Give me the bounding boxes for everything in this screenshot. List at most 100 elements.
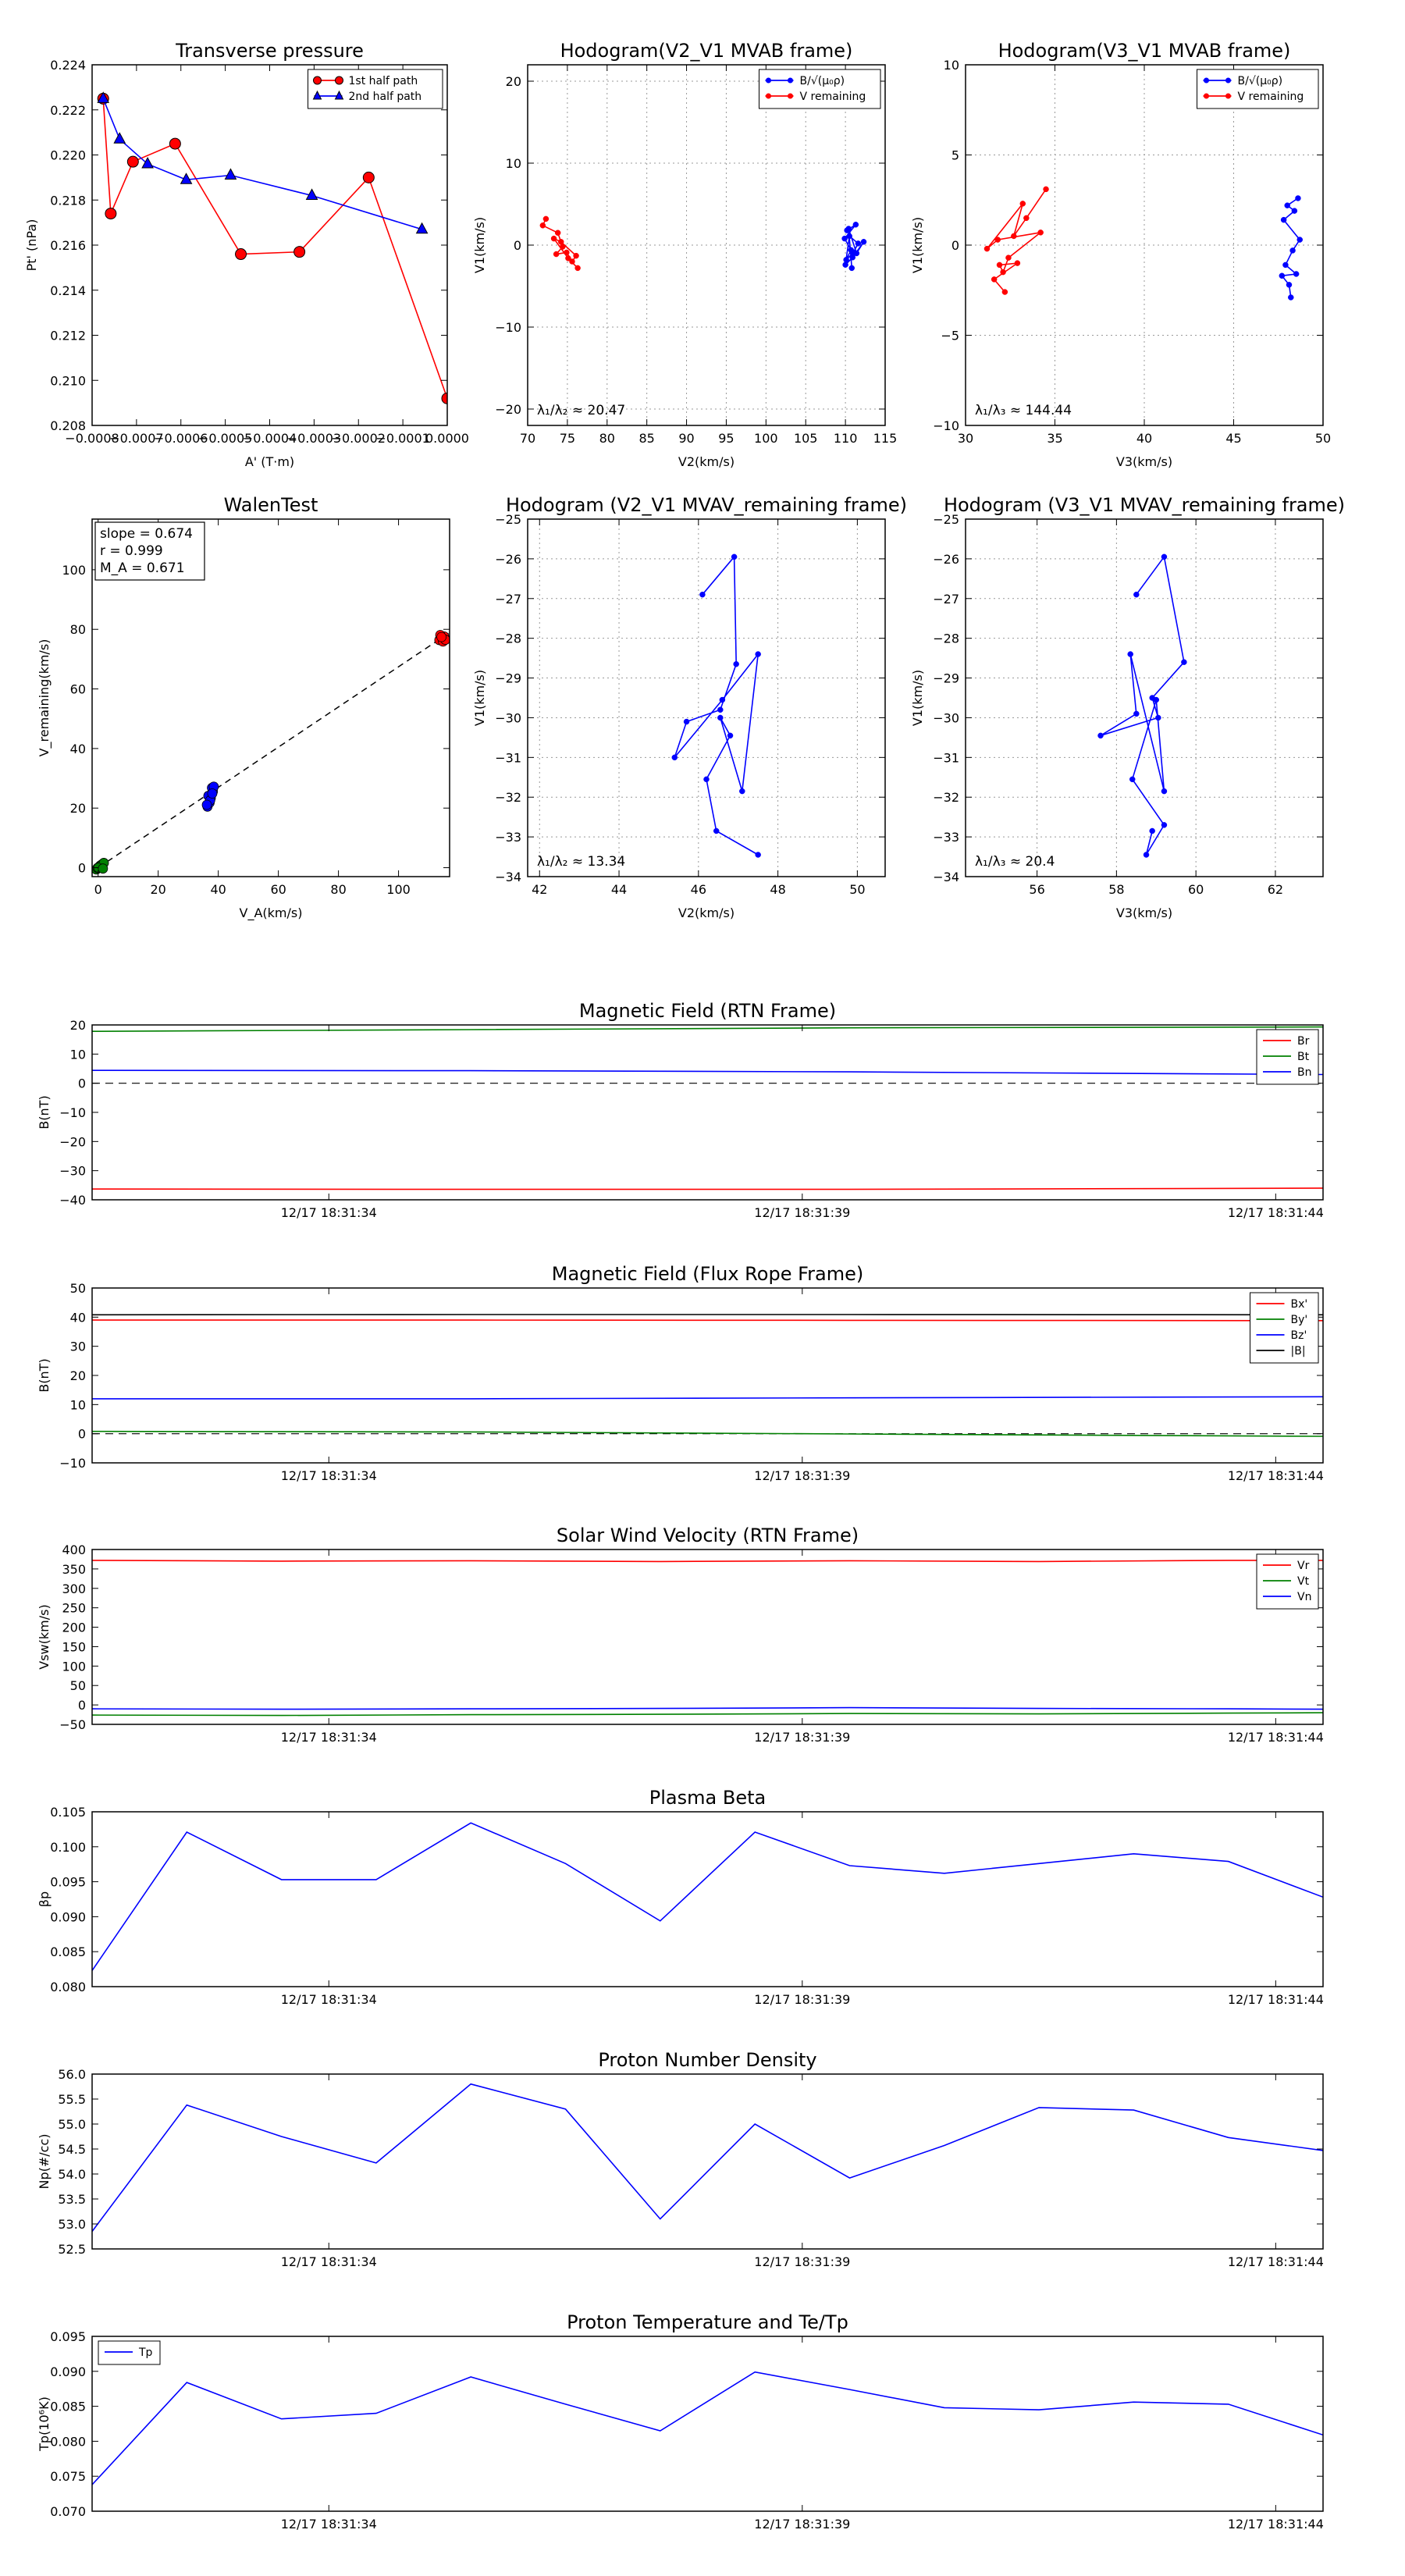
vsw-series-0-line: [92, 1560, 1323, 1563]
tp_temp-ytick-label: 0.070: [50, 2504, 86, 2519]
h21-series-1-point: [554, 229, 561, 236]
walen-xtick-label: 60: [270, 882, 286, 897]
tp-legend-label: 2nd half path: [349, 91, 422, 103]
beta-ytick-label: 0.090: [50, 1909, 86, 1924]
h31-legend-marker: [1225, 77, 1231, 84]
h21-series-0-point: [843, 257, 849, 263]
tp-ytick-label: 0.210: [50, 373, 86, 388]
vsw-ytick-label: 50: [70, 1678, 86, 1693]
beta-xtick-label: 12/17 18:31:34: [281, 1992, 377, 2007]
tp-xlabel: A' (T·m): [245, 454, 294, 469]
h21r-series-0-point: [733, 660, 739, 667]
bflux-series-0-line: [92, 1319, 1323, 1322]
h31r-series-0-point: [1149, 827, 1155, 834]
tp-data: [97, 91, 447, 404]
walen-annotation-box: [94, 521, 205, 581]
beta-ytick-label: 0.095: [50, 1875, 86, 1890]
bfield-legend-label: Bt: [1297, 1051, 1310, 1063]
tp-ytick-label: 0.212: [50, 329, 86, 343]
h31-ylabel: V1(km/s): [910, 217, 925, 273]
vsw-data: [92, 1560, 1323, 1717]
tp-ytick-label: 0.218: [50, 193, 86, 208]
bfield-chart: Magnetic Field (RTN Frame) −40 −30 −20 −10 0 1…: [37, 1000, 1324, 1220]
h21-series-0-point: [855, 240, 862, 247]
tp-xtick-label: −0.0008: [65, 431, 119, 446]
h31-legend: B/√(μ₀ρ) V remaining: [1197, 69, 1319, 109]
h21r-ytick-label: −28: [495, 632, 521, 646]
walen-annotation-line: slope = 0.674: [100, 526, 193, 542]
h31-legend-label: B/√(μ₀ρ): [1238, 75, 1283, 87]
h31-series-0-point: [1289, 247, 1296, 254]
h31-title: Hodogram(V3_V1 MVAB frame): [998, 40, 1291, 62]
h31-xlabel: V3(km/s): [1116, 454, 1172, 469]
h31-ytick-label: −5: [941, 329, 959, 343]
h31-annotation: λ₁/λ₃ ≈ 144.44: [975, 403, 1072, 418]
h31r-ylabel: V1(km/s): [910, 670, 925, 726]
bflux-chart: Magnetic Field (Flux Rope Frame) −10 0 10 20…: [37, 1263, 1324, 1483]
h31r-series-0-point: [1161, 553, 1168, 560]
h31-legend-marker: [1204, 77, 1209, 84]
tp_temp-legend-box: [98, 2340, 161, 2365]
h31-xtick-label: 35: [1047, 431, 1062, 446]
h21r-ytick-label: −33: [495, 830, 521, 845]
tp-series-0-point: [293, 246, 306, 258]
beta-axes-frame: [91, 1811, 1324, 1987]
tp-legend-marker: [312, 90, 322, 100]
h21r-chart: Hodogram (V2_V1 MVAV_remaining frame) −34…: [472, 494, 907, 920]
walen-chart: WalenTest 0 20 40 60 80 100 0 20 40 60 80 100 V_A(km/…: [37, 494, 450, 921]
tp-ytick-label: 0.224: [50, 58, 86, 73]
h31r-series-0-point: [1127, 651, 1133, 657]
walen-ytick-label: 80: [70, 622, 86, 637]
tp-xtick-label: −0.0006: [154, 431, 208, 446]
h21-series-0-point: [852, 222, 859, 228]
walen-xtick-label: 100: [386, 882, 411, 897]
h31r-series-0-line: [1100, 555, 1185, 856]
bfield-ylabel: B(nT): [37, 1095, 52, 1129]
tp-ytick-label: 0.220: [50, 148, 86, 163]
h21-series-1-point: [553, 251, 560, 258]
vsw-legend-label: Vn: [1297, 1591, 1311, 1603]
h21-xtick-label: 85: [638, 431, 654, 446]
h21-series-0-point: [853, 250, 860, 257]
h21-series-1-point: [564, 249, 570, 256]
bfield-ytick-label: −10: [59, 1105, 86, 1120]
h21r-series-0-point: [755, 651, 761, 657]
tp-series-0-point: [362, 171, 375, 183]
vsw-ylabel: Vsw(km/s): [37, 1604, 52, 1669]
h31r-xtick-label: 62: [1268, 882, 1283, 897]
h21-series-1-point: [550, 235, 557, 242]
h31-series-1-point: [1011, 233, 1017, 240]
bfield-xtick-label: 12/17 18:31:39: [754, 1205, 850, 1220]
tp-legend-box: [308, 69, 443, 109]
h31-chart: Hodogram(V3_V1 MVAB frame) −10 −5 0 5 10 30 35 4…: [910, 40, 1331, 469]
h21r-series-0-point: [717, 714, 724, 721]
tp-xtick-label: −0.0002: [332, 431, 386, 446]
bfield-axes-frame: [91, 1024, 1324, 1201]
h31-series-1-point: [1014, 260, 1021, 266]
h21-xtick-label: 70: [520, 431, 535, 446]
tp_temp-legend: Tp: [98, 2340, 161, 2365]
h31-ytick-label: 10: [944, 58, 959, 73]
bflux-legend-box: [1250, 1292, 1319, 1364]
h31-series-1-point: [991, 276, 998, 283]
tp-ytick-label: 0.208: [50, 418, 86, 433]
h31-series-0-point: [1279, 272, 1286, 279]
h21r-annotation: λ₁/λ₂ ≈ 13.34: [537, 854, 625, 870]
tp_temp-chart: Proton Temperature and Te/Tp 0.070 0.075 0.…: [37, 2311, 1324, 2532]
h21-series-1-point: [557, 239, 564, 245]
tp-series-0-point: [105, 208, 117, 220]
tp-xtick-label: −0.0007: [109, 431, 163, 446]
tp-axes-frame: [91, 64, 448, 426]
walen-xtick-label: 80: [330, 882, 346, 897]
h21r-series-0-point: [719, 696, 726, 703]
tp-chart: Transverse pressure 0.208 0.210 0.212 0.214 0…: [24, 40, 469, 469]
np-ytick-label: 55.5: [58, 2092, 86, 2107]
walen-ytick-label: 60: [70, 682, 86, 697]
bfield-ytick-label: −40: [59, 1193, 86, 1208]
h21-ytick-label: 0: [514, 238, 521, 253]
vsw-ytick-label: 350: [62, 1562, 86, 1577]
h31r-annotation: λ₁/λ₃ ≈ 20.4: [975, 854, 1055, 870]
bfield-xtick-label: 12/17 18:31:44: [1228, 1205, 1324, 1220]
h31-ytick-label: −10: [933, 418, 959, 433]
